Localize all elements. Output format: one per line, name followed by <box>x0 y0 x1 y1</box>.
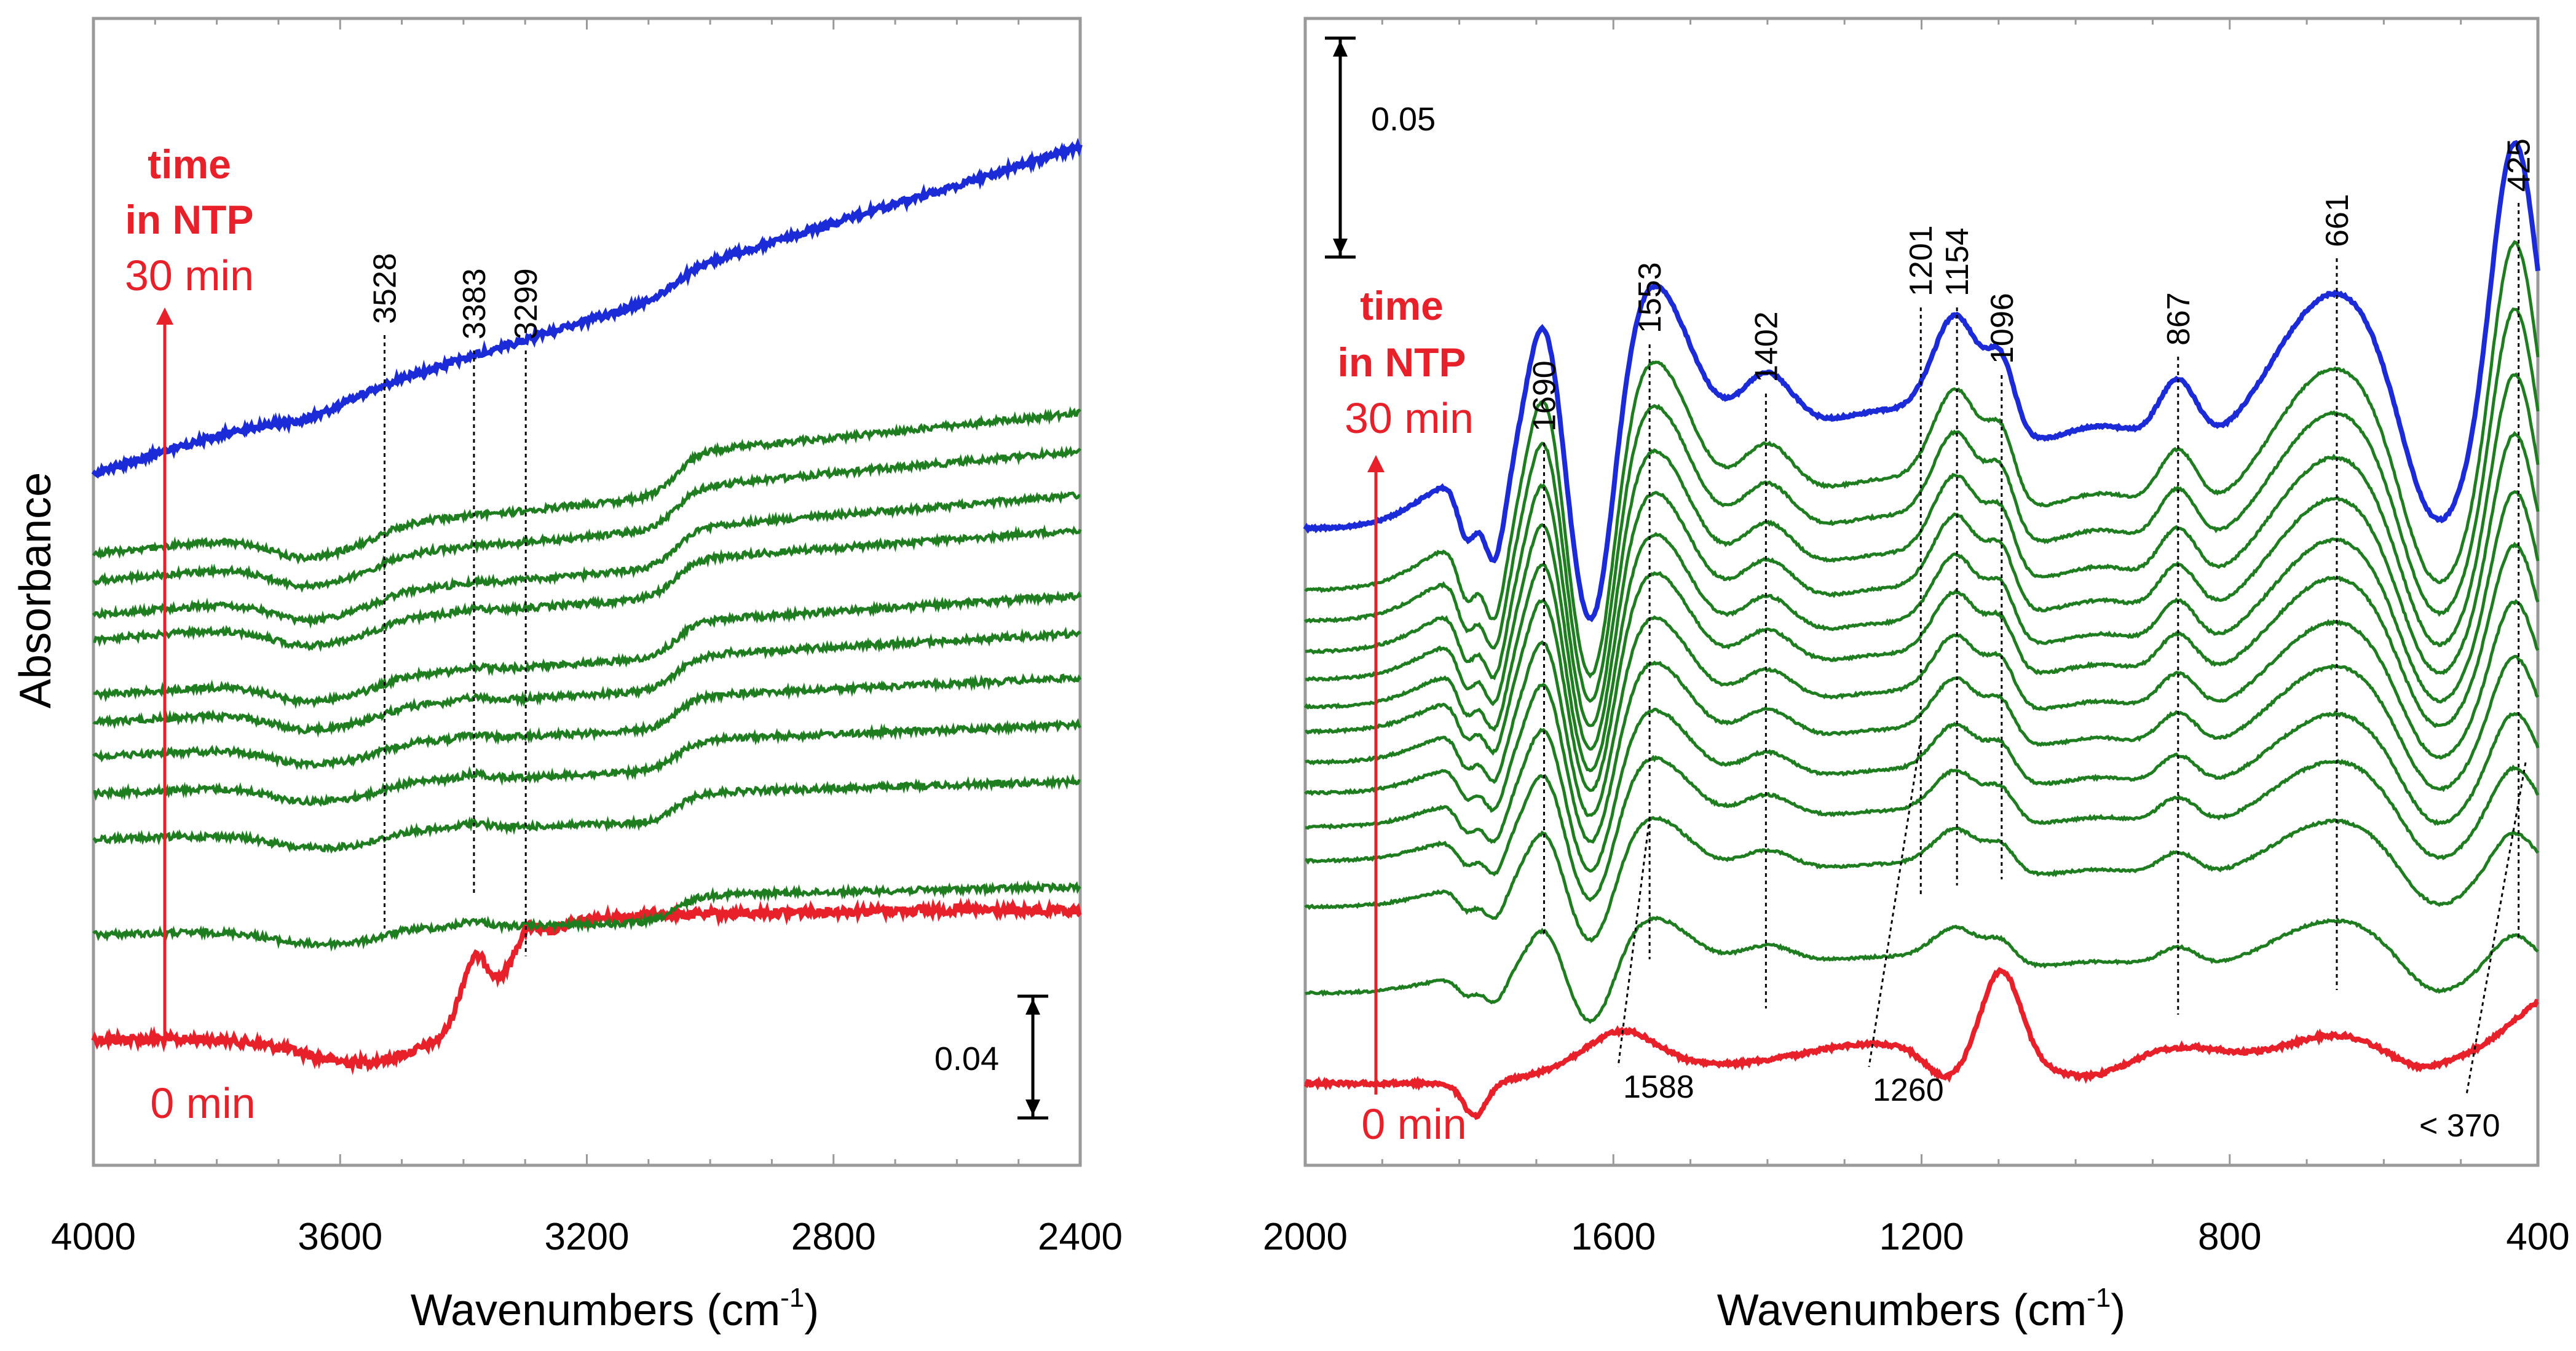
right-peak-label-1096: 1096 <box>1985 293 2020 364</box>
left-series-line-9 <box>92 445 1081 593</box>
right-series-line-6 <box>1305 599 2540 817</box>
right-x-tick-800: 800 <box>2198 1216 2261 1258</box>
right-peak-markers: 1690 1553 1402 1201 1154 1096 867 661 425 1588 126… <box>1527 138 2537 1144</box>
right-peak-leader-0 <box>1617 817 1651 1068</box>
y-axis-label: Absorbance <box>11 472 60 708</box>
left-series-line-0 <box>91 897 1082 1076</box>
left-peak-label-3299: 3299 <box>508 268 544 339</box>
right-plot-frame <box>1303 17 2540 1167</box>
left-panel: 3528 3383 3299 4000 3600 3200 2800 2400 Wavenu… <box>11 17 1123 1335</box>
left-time-label-1: time <box>148 141 231 187</box>
left-time-arrow-head <box>156 307 173 325</box>
right-peak-label-1553: 1553 <box>1632 262 1668 333</box>
left-series-line-1 <box>92 879 1081 952</box>
right-series-line-4 <box>1305 708 2540 873</box>
right-peak-leader-1 <box>1868 737 1922 1068</box>
left-tick-marks <box>92 18 1081 1165</box>
right-x-tick-400: 400 <box>2506 1216 2569 1258</box>
right-time-label-2: in NTP <box>1338 339 1466 385</box>
left-scale-value: 0.04 <box>934 1040 999 1077</box>
right-peak-label-1154: 1154 <box>1940 228 1975 296</box>
right-panel: 1690 1553 1402 1201 1154 1096 867 661 425 1588 126… <box>1263 17 2570 1335</box>
right-series-line-1 <box>1305 915 2539 1024</box>
right-time-start-label: 0 min <box>1361 1100 1466 1148</box>
right-peak-label-425: 425 <box>2502 138 2537 192</box>
right-peak-label-661: 661 <box>2320 194 2355 247</box>
left-series-line-6 <box>93 590 1082 710</box>
right-peak-label-1402: 1402 <box>1748 311 1784 382</box>
left-series-line-3 <box>93 718 1082 807</box>
left-series-line-10 <box>92 406 1081 565</box>
right-peak-label-1201: 1201 <box>1903 225 1939 296</box>
right-series-line-2 <box>1304 815 2539 943</box>
right-scale-bar <box>1325 36 1356 259</box>
right-series-line-13 <box>1303 140 2540 622</box>
right-tick-marks <box>1304 18 2539 1165</box>
left-time-end-label: 30 min <box>125 252 254 299</box>
right-series-line-11 <box>1304 307 2540 703</box>
right-x-tick-1600: 1600 <box>1571 1216 1656 1258</box>
right-series-line-12 <box>1304 240 2540 679</box>
left-peak-markers: 3528 3383 3299 <box>367 253 544 956</box>
left-x-tick-2400: 2400 <box>1038 1216 1123 1258</box>
right-time-end-label: 30 min <box>1345 394 1474 442</box>
left-x-tick-3600: 3600 <box>298 1216 382 1258</box>
right-x-axis-label: Wavenumbers (cm-1) <box>1717 1283 2126 1335</box>
left-series-line-8 <box>92 490 1081 629</box>
right-peak-leader-2 <box>2465 762 2527 1095</box>
right-peak-label-867: 867 <box>2161 292 2197 346</box>
left-series-line-4 <box>92 673 1082 771</box>
right-time-label-1: time <box>1360 283 1444 328</box>
right-series-group <box>1303 140 2540 1120</box>
right-series-line-0 <box>1303 967 2539 1120</box>
left-time-label-2: in NTP <box>125 197 254 242</box>
right-series-line-8 <box>1303 490 2540 772</box>
right-series-line-3 <box>1305 755 2540 903</box>
right-time-arrow-head <box>1367 455 1385 472</box>
left-series-group <box>91 137 1083 1076</box>
left-scale-bar <box>1017 994 1048 1120</box>
right-scale-value: 0.05 <box>1371 101 1436 138</box>
left-peak-label-3528: 3528 <box>367 253 403 324</box>
left-series-line-11 <box>91 137 1083 479</box>
right-peak-label-bottom-2: < 370 <box>2419 1108 2500 1144</box>
left-x-tick-4000: 4000 <box>51 1216 136 1258</box>
left-series-line-2 <box>92 774 1081 854</box>
left-peak-label-3383: 3383 <box>457 268 492 339</box>
left-x-tick-2800: 2800 <box>791 1216 876 1258</box>
right-x-tick-2000: 2000 <box>1263 1216 1348 1258</box>
right-peak-label-bottom-0: 1588 <box>1623 1069 1694 1105</box>
right-peak-label-bottom-1: 1260 <box>1873 1072 1944 1108</box>
left-series-line-5 <box>92 627 1081 738</box>
right-x-tick-labels: 2000 1600 1200 800 400 <box>1263 1216 2570 1258</box>
left-x-tick-labels: 4000 3600 3200 2800 2400 <box>51 1216 1123 1258</box>
left-time-start-label: 0 min <box>150 1079 255 1127</box>
left-x-tick-3200: 3200 <box>545 1216 630 1258</box>
right-x-tick-1200: 1200 <box>1879 1216 1964 1258</box>
left-series-line-7 <box>93 524 1082 652</box>
left-x-axis-label: Wavenumbers (cm-1) <box>411 1283 820 1335</box>
right-peak-label-1690: 1690 <box>1527 360 1562 432</box>
